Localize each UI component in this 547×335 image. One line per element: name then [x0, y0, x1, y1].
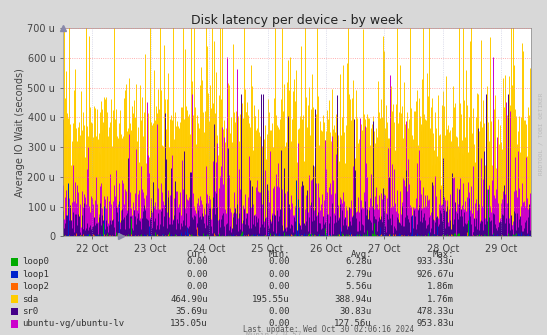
Y-axis label: Average IO Wait (seconds): Average IO Wait (seconds) — [15, 68, 25, 197]
Text: 0.00: 0.00 — [269, 270, 290, 279]
Text: 5.56u: 5.56u — [345, 282, 372, 291]
Text: 0.00: 0.00 — [187, 270, 208, 279]
Text: 933.33u: 933.33u — [416, 258, 454, 266]
Text: loop2: loop2 — [22, 282, 49, 291]
Text: Max:: Max: — [433, 250, 454, 259]
Text: 464.90u: 464.90u — [170, 295, 208, 304]
Text: ubuntu-vg/ubuntu-lv: ubuntu-vg/ubuntu-lv — [22, 320, 124, 328]
Text: 6.28u: 6.28u — [345, 258, 372, 266]
Title: Disk latency per device - by week: Disk latency per device - by week — [191, 14, 403, 27]
Text: 30.83u: 30.83u — [340, 307, 372, 316]
Text: RRDTOOL / TOBI OETIKER: RRDTOOL / TOBI OETIKER — [538, 93, 543, 175]
Text: 2.79u: 2.79u — [345, 270, 372, 279]
Text: Avg:: Avg: — [351, 250, 372, 259]
Text: 127.56u: 127.56u — [334, 320, 372, 328]
Text: 0.00: 0.00 — [187, 282, 208, 291]
Text: sr0: sr0 — [22, 307, 38, 316]
Text: 0.00: 0.00 — [269, 282, 290, 291]
Text: loop1: loop1 — [22, 270, 49, 279]
Text: 135.05u: 135.05u — [170, 320, 208, 328]
Text: Cur:: Cur: — [187, 250, 208, 259]
Text: 926.67u: 926.67u — [416, 270, 454, 279]
Text: loop0: loop0 — [22, 258, 49, 266]
Text: 35.69u: 35.69u — [176, 307, 208, 316]
Text: 1.76m: 1.76m — [427, 295, 454, 304]
Text: sda: sda — [22, 295, 38, 304]
Text: Munin 2.0.57: Munin 2.0.57 — [246, 331, 301, 335]
Text: 0.00: 0.00 — [269, 307, 290, 316]
Text: 0.00: 0.00 — [269, 258, 290, 266]
Text: 195.55u: 195.55u — [252, 295, 290, 304]
Text: Min:: Min: — [269, 250, 290, 259]
Text: 953.83u: 953.83u — [416, 320, 454, 328]
Text: Last update: Wed Oct 30 02:06:16 2024: Last update: Wed Oct 30 02:06:16 2024 — [243, 325, 414, 334]
Text: 1.86m: 1.86m — [427, 282, 454, 291]
Text: 478.33u: 478.33u — [416, 307, 454, 316]
Text: 0.00: 0.00 — [187, 258, 208, 266]
Text: 388.94u: 388.94u — [334, 295, 372, 304]
Text: 0.00: 0.00 — [269, 320, 290, 328]
